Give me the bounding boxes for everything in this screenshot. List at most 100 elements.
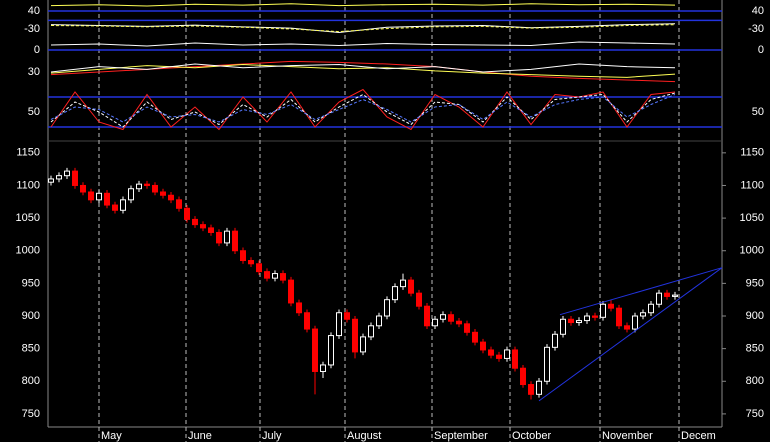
y-tick-label: 40 [28, 5, 40, 17]
candle-body [648, 303, 654, 314]
y-tick-label: 30 [28, 66, 40, 78]
candle-body [224, 230, 230, 244]
candle-body [288, 279, 294, 304]
y-tick-label: 900 [22, 310, 40, 322]
candle-body [80, 184, 86, 193]
y-tick-label: -30 [24, 23, 40, 35]
candle-body [392, 286, 398, 301]
x-tick-label: September [434, 430, 488, 442]
candle-body [504, 349, 510, 359]
candle-body [136, 183, 142, 190]
candle-body [56, 175, 62, 180]
candle-body [280, 273, 286, 281]
candle-body [400, 279, 406, 288]
candle-body [248, 260, 254, 265]
x-tick-label: May [101, 430, 122, 442]
candle-body [600, 303, 606, 318]
x-tick-label: July [262, 430, 282, 442]
y-tick-label: 750 [746, 408, 764, 420]
candle-body [616, 307, 622, 327]
candle-body [120, 199, 126, 211]
candle-body [272, 273, 278, 279]
candle-body [456, 320, 462, 325]
candle-body [88, 191, 94, 201]
candle-body [256, 263, 262, 273]
candle-body [192, 218, 198, 226]
indicator-line [50, 64, 676, 78]
candle-body [72, 170, 78, 186]
candle-body [128, 188, 134, 201]
candle-body [152, 184, 158, 193]
candle-body [368, 325, 374, 338]
candle-body [448, 314, 454, 322]
candle-body [48, 178, 54, 183]
candle-body [320, 364, 326, 372]
candle-body [200, 224, 206, 229]
y-tick-label: 800 [746, 375, 764, 387]
candle-body [384, 299, 390, 317]
y-tick-label: 750 [22, 408, 40, 420]
candle-body [592, 315, 598, 318]
candle-body [360, 336, 366, 353]
x-tick-label: October [512, 430, 551, 442]
indicator-line [50, 24, 676, 33]
candle-body [584, 315, 590, 322]
indicator-line [50, 41, 676, 47]
candle-body [552, 333, 558, 348]
candle-body [176, 199, 182, 209]
x-tick-label: November [602, 430, 653, 442]
candle-body [64, 170, 70, 177]
candle-body [480, 341, 486, 351]
candle-body [640, 312, 646, 317]
candle-body [432, 318, 438, 327]
candle-body [496, 354, 502, 359]
x-tick-label: June [188, 430, 212, 442]
candle-body [184, 207, 190, 220]
indicator-line [50, 94, 676, 123]
candle-body [232, 230, 238, 252]
candle-body [240, 250, 246, 262]
candle-body [424, 305, 430, 327]
candle-body [168, 194, 174, 201]
candle-body [664, 292, 670, 297]
candle-body [304, 312, 310, 330]
candle-body [96, 192, 102, 201]
y-tick-label: 1150 [740, 147, 764, 159]
candle-body [376, 315, 382, 327]
candle-body [472, 331, 478, 343]
candle-body [520, 367, 526, 386]
y-tick-label: 850 [746, 343, 764, 355]
candle-body [328, 335, 334, 366]
candle-body [512, 349, 518, 369]
y-tick-label: 950 [22, 277, 40, 289]
indicator-line [50, 63, 676, 73]
y-tick-label: 1100 [740, 179, 764, 191]
indicator-line [50, 88, 676, 131]
trend-line [559, 267, 723, 316]
candle-body [568, 318, 574, 324]
candle-body [312, 328, 318, 372]
y-tick-label: 50 [752, 106, 764, 118]
candle-body [144, 183, 150, 186]
candle-body [208, 227, 214, 233]
y-tick-label: 1000 [16, 245, 40, 257]
candle-body [528, 384, 534, 395]
y-tick-label: 1050 [740, 212, 764, 224]
candle-body [672, 294, 678, 297]
candle-body [536, 380, 542, 395]
candle-body [608, 303, 614, 309]
y-tick-label: 0 [34, 44, 40, 56]
candle-body [416, 292, 422, 307]
candle-body [576, 320, 582, 324]
y-tick-label: 1050 [16, 212, 40, 224]
y-tick-label: 1100 [16, 179, 40, 191]
y-tick-label: 850 [22, 343, 40, 355]
y-tick-label: 950 [746, 277, 764, 289]
candle-body [112, 204, 118, 211]
candle-body [544, 346, 550, 382]
candle-body [488, 349, 494, 356]
candle-body [656, 292, 662, 305]
y-tick-label: 900 [746, 310, 764, 322]
